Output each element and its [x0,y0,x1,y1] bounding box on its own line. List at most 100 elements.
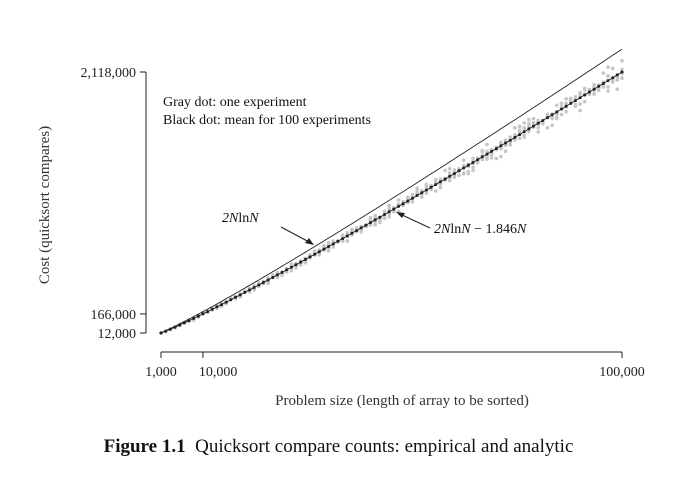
x-ticks: 1,000 10,000 100,000 [145,352,645,380]
experiment-dot [517,129,522,134]
experiment-dot [494,156,499,161]
experiment-dot [387,207,392,212]
experiment-dot [340,233,345,237]
experiment-dot [382,209,387,213]
experiment-dot [545,126,550,130]
experiment-dot [545,112,550,117]
y-tick-label-0: 12,000 [98,327,137,342]
experiment-dot [415,191,419,195]
figure-caption-text: Quicksort compare counts: empirical and … [195,436,574,457]
experiment-dot [331,245,336,249]
experiment-dot [373,223,378,227]
experiment-dot [564,109,568,114]
experiment-dot [387,212,392,216]
experiment-dot [531,116,536,121]
experiment-dot [513,125,517,130]
experiment-dot [559,101,564,106]
experiment-dot [550,115,554,120]
experiment-dot [382,216,387,220]
experiment-dot [415,186,419,190]
experiment-dot [373,215,378,219]
experiment-dot [424,191,429,196]
experiment-dot [466,169,471,174]
experiment-dot [573,95,578,99]
experiment-dot [480,157,485,162]
y-ticks: 12,000 166,000 2,118,000 [81,66,146,342]
experiment-dot [480,149,485,154]
experiment-dot [294,266,298,270]
experiment-dot [555,103,559,108]
experiment-dot [461,172,466,176]
experiment-dot [420,188,424,193]
experiment-dot [573,102,578,107]
experiment-dot [424,182,429,187]
experiment-dot [471,165,475,170]
experiment-dot [620,58,624,63]
experiment-dot [345,231,350,235]
experiment-dot [489,156,494,160]
experiment-dot [578,92,582,97]
experiment-dot [522,135,526,140]
experiment-dot [522,125,526,130]
figure-caption: Figure 1.1 Quicksort compare counts: emp… [0,436,677,458]
experiment-dot [420,195,424,199]
experiment-dot [433,177,438,182]
experiment-dot [564,101,568,106]
figure-number: Figure 1.1 [103,436,186,457]
experiment-dot [620,76,624,80]
experiment-dot [354,226,359,230]
experiment-dot [569,98,573,102]
experiment-dot [610,78,615,82]
experiment-dot [503,143,508,148]
experiment-dot [443,168,447,173]
experiment-dot [513,133,517,137]
experiment-dot [578,102,582,106]
experiment-dot [312,249,317,253]
experiment-dot [489,152,494,157]
experiment-dot [433,189,438,193]
y-tick-label-2: 2,118,000 [81,66,136,81]
experiment-dot [447,171,452,176]
experiment-dot [499,141,503,146]
experiment-dot [485,156,489,160]
experiment-dot [326,249,331,253]
experiment-dot [438,177,443,181]
experiment-dot [471,156,475,161]
experiment-dot [517,125,522,129]
experiment-dot [582,99,587,104]
experiment-dot [368,215,373,220]
experiment-dot [527,121,531,126]
curve-label-upper: 2NlnN [222,211,314,245]
experiment-dot [406,196,410,200]
experiment-dot [447,166,452,171]
mean-dots [159,70,624,335]
experiment-dot [536,130,540,134]
experiment-dot [527,117,531,122]
experiment-dot [541,121,545,126]
x-tick-label-0: 1,000 [145,365,177,380]
x-axis-label: Problem size (length of array to be sort… [275,393,529,409]
experiment-dot [471,168,475,173]
experiment-dot [457,173,461,177]
experiment-dot [610,66,615,71]
curve-label-lower: 2NlnN − 1.846N [396,212,527,237]
experiment-dot [601,71,606,75]
experiment-dot [606,85,610,89]
experiment-dot [359,230,364,234]
x-tick-label-2: 100,000 [599,365,645,380]
experiment-dot [485,142,489,147]
experiment-dot [592,91,596,96]
experiment-dot [378,218,382,223]
experiment-dot [447,178,452,183]
experiment-dot [485,149,489,154]
experiment-dot [345,239,350,243]
experiment-dot [564,97,568,101]
experiment-dot [387,215,392,219]
experiment-dot [606,74,610,78]
experiment-dot [368,223,373,227]
experiment-dot [452,168,457,172]
legend-black-dot: Black dot: mean for 100 experiments [163,113,371,128]
curve-2nlnn [160,48,623,334]
experiment-dot [410,192,415,197]
experiment-dot [503,149,508,153]
